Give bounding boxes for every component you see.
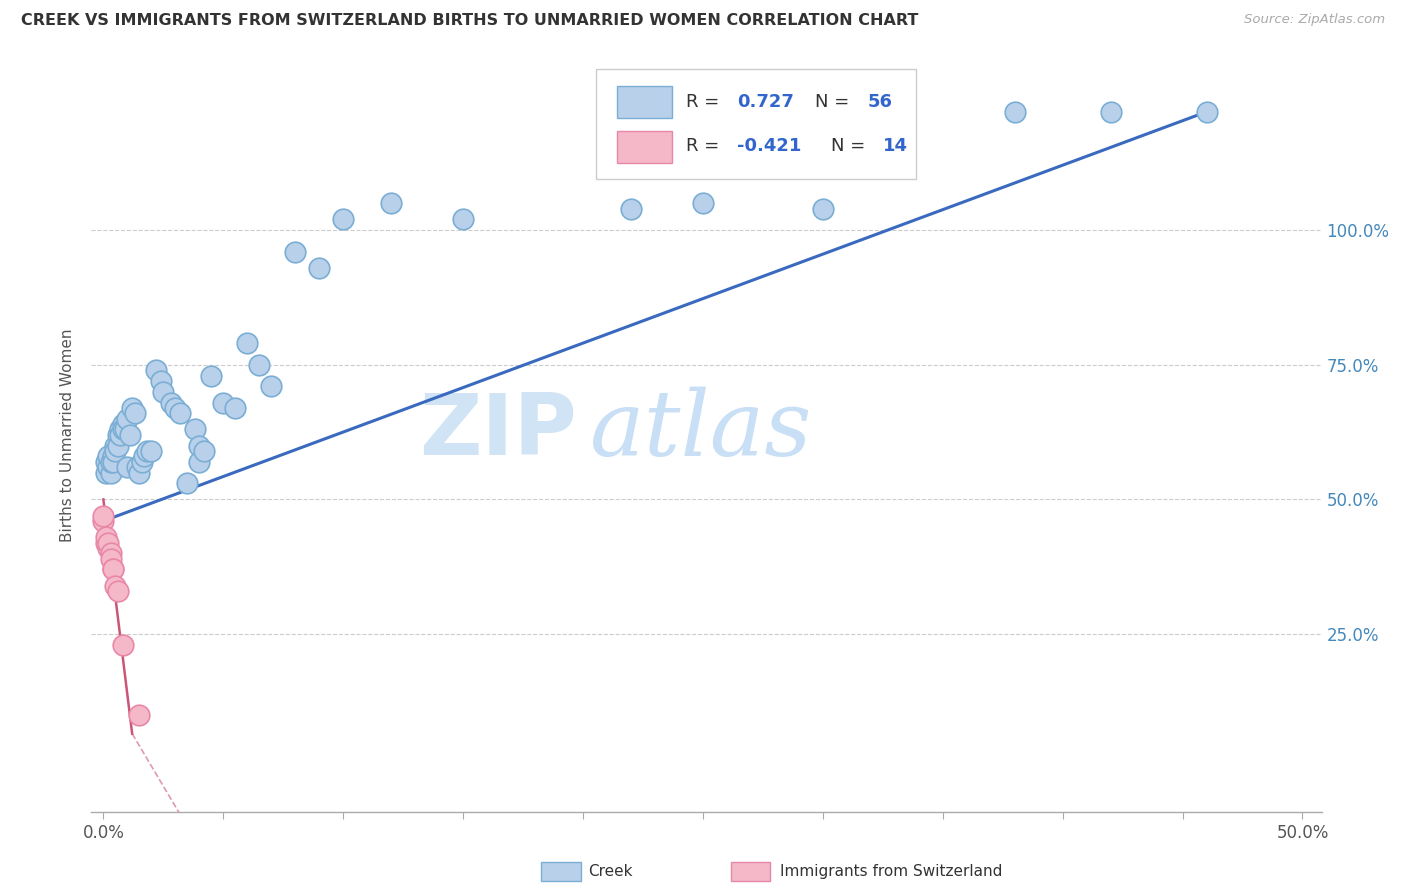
Point: [183, 422, 205, 436]
Point: [97, 450, 120, 464]
Point: [94, 535, 117, 549]
Point: [100, 455, 122, 469]
Point: [107, 428, 129, 442]
Bar: [617, 87, 672, 118]
Point: [169, 406, 191, 420]
Point: [284, 244, 307, 259]
Text: 0.727: 0.727: [737, 93, 794, 111]
Point: [101, 562, 124, 576]
Point: [332, 212, 354, 227]
Point: [135, 444, 157, 458]
Point: [811, 202, 834, 216]
Point: [93, 514, 115, 528]
Point: [100, 546, 122, 560]
Point: [224, 401, 246, 415]
Point: [111, 638, 134, 652]
Point: [1195, 104, 1218, 119]
Point: [236, 336, 259, 351]
Point: [117, 460, 139, 475]
Point: [94, 530, 117, 544]
Point: [100, 466, 122, 480]
Point: [128, 466, 150, 480]
Text: Immigrants from Switzerland: Immigrants from Switzerland: [780, 864, 1002, 879]
Text: Creek: Creek: [588, 864, 633, 879]
Point: [451, 212, 474, 227]
Point: [125, 460, 148, 475]
Point: [101, 450, 124, 464]
Text: N =: N =: [814, 93, 855, 111]
Point: [145, 363, 167, 377]
Point: [149, 374, 172, 388]
Bar: [617, 131, 672, 163]
Point: [188, 455, 211, 469]
Text: CREEK VS IMMIGRANTS FROM SWITZERLAND BIRTHS TO UNMARRIED WOMEN CORRELATION CHART: CREEK VS IMMIGRANTS FROM SWITZERLAND BIR…: [21, 13, 918, 29]
Text: R =: R =: [686, 93, 724, 111]
Point: [108, 422, 131, 436]
Text: atlas: atlas: [589, 387, 813, 475]
Point: [97, 541, 120, 555]
Point: [165, 401, 187, 415]
Text: 56: 56: [868, 93, 893, 111]
Point: [108, 428, 131, 442]
Point: [100, 551, 122, 566]
Point: [188, 439, 211, 453]
Point: [620, 202, 643, 216]
Point: [104, 439, 127, 453]
Point: [107, 584, 129, 599]
Point: [111, 422, 134, 436]
Point: [134, 450, 156, 464]
Point: [121, 401, 143, 415]
Point: [1099, 104, 1122, 119]
Point: [152, 384, 174, 399]
Text: ZIP: ZIP: [419, 390, 578, 473]
Point: [104, 579, 127, 593]
Point: [118, 428, 141, 442]
Point: [200, 368, 222, 383]
Y-axis label: Births to Unmarried Women: Births to Unmarried Women: [60, 328, 76, 541]
Text: -0.421: -0.421: [737, 137, 801, 155]
Text: R =: R =: [686, 137, 724, 155]
Point: [159, 395, 181, 409]
Point: [131, 455, 153, 469]
Point: [1004, 104, 1026, 119]
Text: Source: ZipAtlas.com: Source: ZipAtlas.com: [1244, 13, 1385, 27]
Point: [128, 707, 150, 722]
Point: [692, 196, 714, 211]
Point: [111, 417, 134, 431]
Point: [308, 260, 330, 275]
Point: [94, 466, 117, 480]
Point: [97, 460, 120, 475]
Text: 14: 14: [883, 137, 907, 155]
Point: [94, 455, 117, 469]
Point: [107, 439, 129, 453]
FancyBboxPatch shape: [596, 70, 915, 178]
Point: [212, 395, 235, 409]
Point: [193, 444, 215, 458]
Text: N =: N =: [831, 137, 870, 155]
Point: [117, 411, 139, 425]
Point: [141, 444, 163, 458]
Point: [97, 535, 120, 549]
Point: [101, 562, 124, 576]
Point: [93, 508, 115, 523]
Point: [380, 196, 402, 211]
Point: [104, 444, 127, 458]
Point: [101, 455, 124, 469]
Point: [260, 379, 283, 393]
Point: [124, 406, 146, 420]
Point: [247, 358, 270, 372]
Point: [114, 422, 136, 436]
Point: [176, 476, 198, 491]
